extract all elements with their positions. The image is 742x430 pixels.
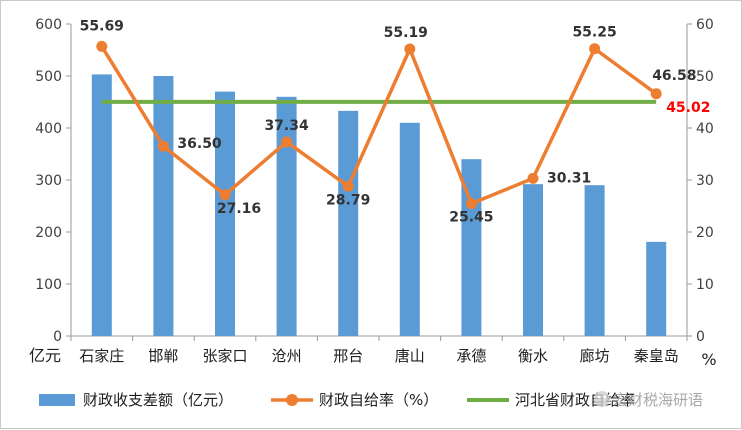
x-category-label-3: 沧州 (272, 347, 302, 365)
self-sufficiency-data-label-4: 28.79 (326, 192, 370, 208)
self-sufficiency-point-7 (527, 172, 539, 184)
self-sufficiency-point-1 (157, 140, 169, 152)
y-right-tick-label-20: 20 (696, 225, 714, 241)
self-sufficiency-data-label-5: 55.19 (384, 25, 428, 41)
self-sufficiency-data-label-9: 46.58 (652, 68, 696, 84)
self-sufficiency-point-3 (281, 136, 293, 148)
bar-4 (338, 110, 359, 336)
y-left-tick-label-200: 200 (35, 225, 62, 241)
x-category-label-9: 秦皇岛 (634, 347, 679, 365)
self-sufficiency-data-label-7: 30.31 (547, 170, 591, 186)
legend-rate-label: 财政自给率（%） (319, 391, 438, 409)
bar-5 (399, 122, 420, 336)
y-left-tick-label-100: 100 (35, 277, 62, 293)
legend-bar-label: 财政收支差额（亿元） (83, 391, 233, 409)
self-sufficiency-point-5 (404, 43, 416, 55)
y-left-tick-label-500: 500 (35, 69, 62, 85)
self-sufficiency-point-4 (342, 180, 354, 192)
y-right-tick-label-0: 0 (696, 329, 705, 345)
self-sufficiency-point-8 (589, 43, 601, 55)
x-category-label-7: 衡水 (518, 347, 548, 365)
bar-9 (646, 241, 667, 336)
self-sufficiency-point-2 (219, 189, 231, 201)
watermark-logo-dot (597, 395, 601, 399)
self-sufficiency-data-label-1: 36.50 (177, 136, 222, 152)
bar-0 (91, 74, 112, 336)
y-left-tick-label-0: 0 (53, 329, 62, 345)
x-category-label-4: 邢台 (333, 347, 363, 365)
bar-8 (584, 185, 605, 336)
x-category-label-5: 唐山 (395, 347, 425, 365)
watermark-logo-dot (603, 395, 607, 399)
self-sufficiency-data-label-8: 55.25 (572, 25, 616, 41)
bar-2 (215, 91, 235, 336)
watermark-text: 宏财税海研语 (613, 391, 703, 409)
y-right-tick-label-50: 50 (696, 69, 714, 85)
self-sufficiency-line (100, 45, 658, 206)
bar-1 (153, 76, 174, 336)
legend-rate-marker (286, 394, 298, 406)
y-right-tick-label-10: 10 (696, 277, 714, 293)
bar-7 (523, 184, 543, 336)
self-sufficiency-data-label-3: 37.34 (264, 118, 309, 134)
y-right-tick-label-60: 60 (696, 17, 714, 33)
self-sufficiency-point-6 (465, 198, 477, 210)
self-sufficiency-point-9 (650, 88, 662, 100)
x-category-label-6: 承德 (456, 347, 486, 365)
x-category-label-2: 张家口 (202, 347, 247, 365)
y-left-tick-label-300: 300 (35, 173, 62, 189)
y-left-unit-label: 亿元 (29, 346, 61, 365)
self-sufficiency-data-label-6: 25.45 (449, 210, 493, 226)
x-category-label-0: 石家庄 (79, 347, 124, 365)
self-sufficiency-data-label-0: 55.69 (80, 18, 124, 34)
bar-3 (276, 96, 297, 336)
self-sufficiency-point-0 (96, 40, 108, 52)
y-right-tick-label-30: 30 (696, 173, 714, 189)
y-left-tick-label-400: 400 (35, 121, 62, 137)
x-category-label-8: 廊坊 (580, 347, 610, 365)
province-rate-label: 45.02 (666, 100, 710, 116)
x-category-label-1: 邯郸 (148, 347, 178, 365)
y-left-tick-label-600: 600 (35, 17, 62, 33)
self-sufficiency-data-label-2: 27.16 (217, 201, 261, 217)
watermark-logo-icon (594, 391, 610, 407)
y-right-tick-label-40: 40 (696, 121, 714, 137)
y-right-unit-label: % (701, 350, 716, 369)
legend-bar-swatch (39, 394, 75, 406)
